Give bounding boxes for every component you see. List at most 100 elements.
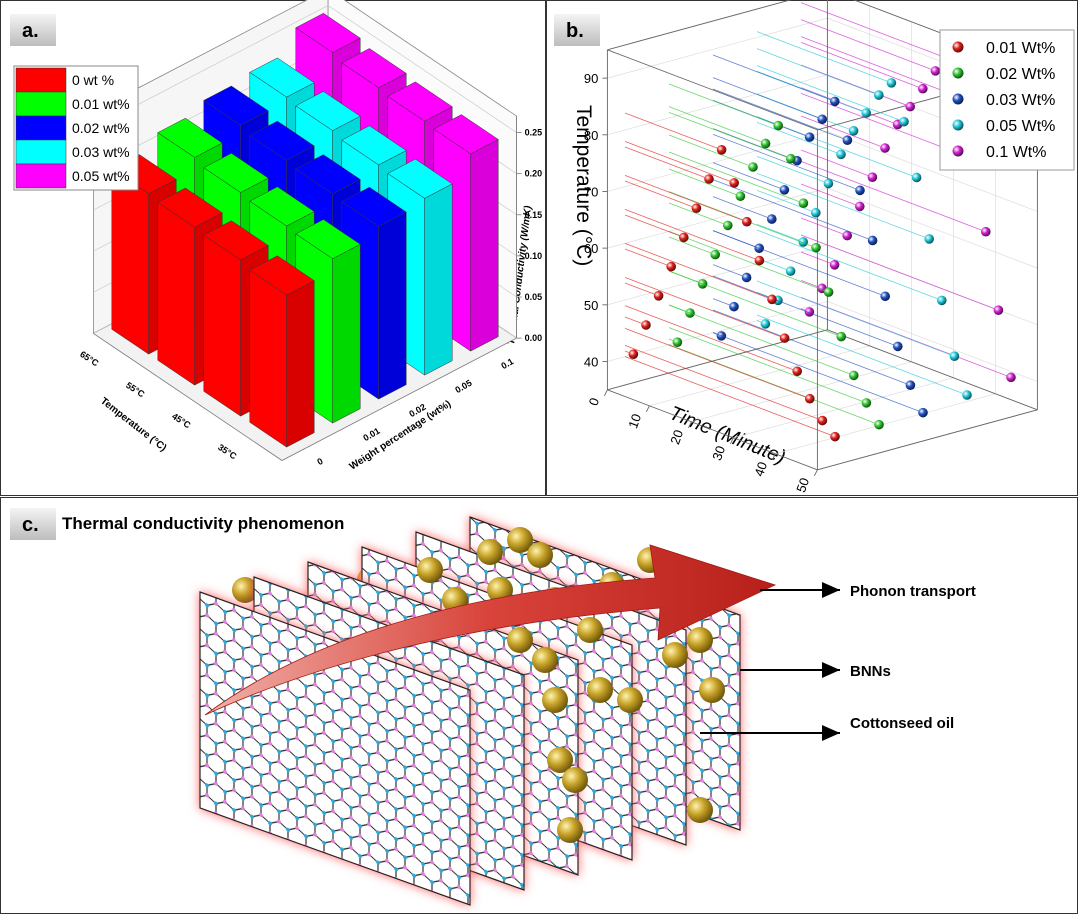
marker <box>981 227 991 237</box>
legend-label: 0.05 Wt% <box>986 118 1055 135</box>
diagram-label: BNNs <box>850 663 891 680</box>
oil-particle <box>542 687 568 713</box>
z-tick-label: 0.15 <box>525 210 543 220</box>
marker <box>748 162 758 172</box>
y-tick-label: 70 <box>584 184 598 199</box>
bar-face <box>425 184 453 375</box>
bar-face <box>287 281 315 448</box>
marker <box>862 398 872 408</box>
oil-particle <box>532 647 558 673</box>
point <box>625 113 726 155</box>
marker <box>729 302 739 312</box>
x-tick-label: 65°C <box>78 349 101 369</box>
bar-face <box>471 139 499 351</box>
oil-particle <box>687 797 713 823</box>
point <box>669 231 833 297</box>
panel-label: b. <box>566 20 584 42</box>
marker <box>811 208 821 218</box>
point <box>625 317 651 330</box>
bar-face <box>158 202 195 385</box>
box-edge <box>607 0 827 50</box>
point <box>669 271 707 289</box>
marker <box>868 172 878 182</box>
tick-mark <box>814 470 817 476</box>
drop-line <box>713 55 835 101</box>
legend-label: 0.05 wt% <box>72 168 130 184</box>
point <box>669 112 796 163</box>
marker <box>736 191 746 201</box>
marker <box>849 126 859 136</box>
drop-line <box>625 345 822 420</box>
drop-line <box>625 175 747 221</box>
marker <box>692 203 702 213</box>
marker <box>805 394 815 404</box>
diagram <box>200 517 775 905</box>
z-tick-label: 0.20 <box>525 169 543 179</box>
point <box>757 49 884 100</box>
marker <box>824 179 834 189</box>
z-tick-label: 0.05 <box>525 292 543 302</box>
marker <box>755 256 765 266</box>
marker <box>792 366 802 376</box>
legend-label: 0.02 Wt% <box>986 66 1055 83</box>
drop-line <box>801 235 998 310</box>
drop-line <box>801 20 935 71</box>
drop-line <box>625 209 759 260</box>
drop-line <box>757 71 866 113</box>
marker <box>666 262 676 272</box>
z-tick-label: 0.10 <box>525 251 543 261</box>
marker <box>880 143 890 153</box>
marker <box>723 221 733 231</box>
point <box>669 84 783 130</box>
y-tick-label: 50 <box>584 298 598 313</box>
marker <box>899 117 909 127</box>
point <box>625 306 802 376</box>
marker <box>887 78 897 88</box>
legend-marker <box>953 120 964 131</box>
x-tick-label: 50 <box>793 476 812 495</box>
legend-swatch <box>16 164 66 188</box>
drop-line <box>713 310 910 385</box>
y-tick-label: 40 <box>584 354 598 369</box>
drop-line <box>713 129 797 161</box>
legend-label: 0.01 wt% <box>72 96 130 112</box>
legend-label: 0.03 wt% <box>72 144 130 160</box>
marker <box>710 250 720 260</box>
marker <box>868 236 878 246</box>
x-tick-label: 35°C <box>216 442 239 462</box>
point <box>757 190 821 217</box>
legend-marker <box>953 42 964 53</box>
marker <box>962 390 972 400</box>
drop-line <box>757 49 879 95</box>
grid-line <box>607 75 827 135</box>
bar-face <box>333 244 361 423</box>
point <box>713 55 840 106</box>
marker <box>874 90 884 100</box>
chart-a: 0.000.050.100.150.200.2535°C45°C55°C65°C… <box>14 0 542 467</box>
drop-line <box>669 84 778 126</box>
x-axis-label: Temperature (°C) <box>98 396 168 454</box>
marker <box>918 84 928 94</box>
marker <box>994 305 1004 315</box>
drop-line <box>669 237 715 255</box>
drop-line <box>625 215 684 237</box>
tick-mark <box>646 406 649 412</box>
legend-label: 0 wt % <box>72 72 114 88</box>
marker <box>861 108 871 118</box>
panel-label: c. <box>22 514 39 536</box>
box-edge <box>817 410 1037 470</box>
grid-line <box>607 18 827 78</box>
oil-particle <box>662 642 688 668</box>
oil-particle <box>507 627 533 653</box>
diagram-label: Phonon transport <box>850 583 976 600</box>
point <box>713 78 827 124</box>
drop-line <box>713 265 747 278</box>
drop-line <box>625 113 722 150</box>
marker <box>906 380 916 390</box>
marker <box>950 351 960 361</box>
x-tick-label: 0 <box>586 396 603 408</box>
panel-label: a. <box>22 20 39 42</box>
drop-line <box>669 107 766 144</box>
marker <box>780 185 790 195</box>
